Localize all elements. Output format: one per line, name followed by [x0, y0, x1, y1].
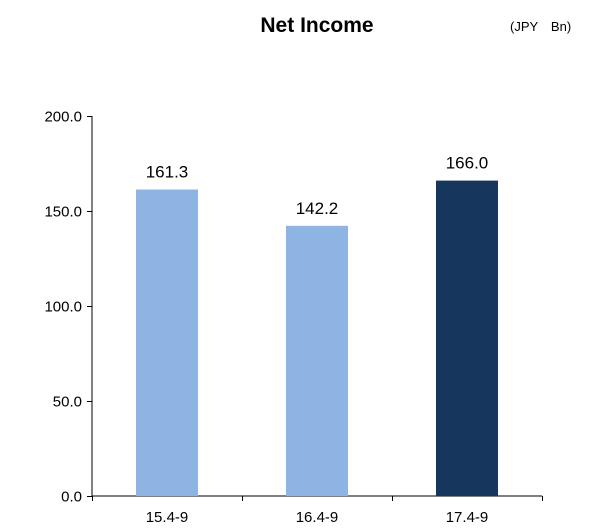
plot-area: 0.0 50.0 100.0 150.0 200.0 161.3 15.4-9 142.2 16… [44, 109, 543, 526]
y-tick-label: 0.0 [61, 489, 82, 506]
unit-label: (JPY Bn) [510, 19, 571, 34]
data-label: 166.0 [446, 154, 489, 173]
y-tick-label: 150.0 [44, 204, 82, 221]
bar-15.4-9 [136, 189, 198, 496]
bar-16.4-9 [286, 225, 348, 496]
y-tick-label: 100.0 [44, 299, 82, 316]
chart-title: Net Income [260, 14, 373, 37]
x-tick-label: 15.4-9 [146, 509, 189, 526]
x-tick-label: 16.4-9 [296, 509, 339, 526]
data-label: 142.2 [296, 199, 339, 218]
x-tick-label: 17.4-9 [446, 509, 489, 526]
y-tick-label: 50.0 [53, 394, 82, 411]
bar-17.4-9 [436, 180, 498, 496]
data-label: 161.3 [146, 163, 189, 182]
y-tick-label: 200.0 [44, 109, 82, 126]
